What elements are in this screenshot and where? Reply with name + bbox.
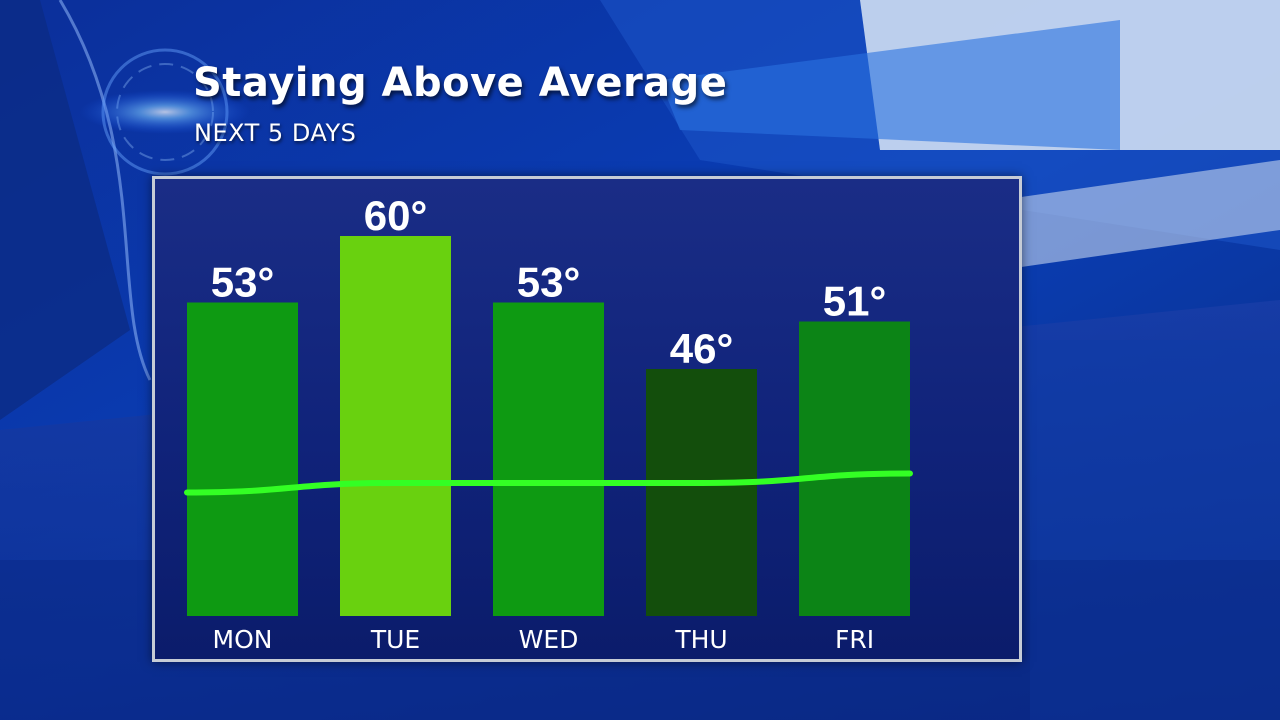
day-label-thu: THU — [674, 625, 727, 654]
chart-panel: 53° MON 60° TUE 53° WED 46° THU 51° FRI — [152, 176, 1022, 662]
bar-thu — [646, 369, 757, 616]
day-label-wed: WED — [519, 625, 579, 654]
value-label-tue: 60° — [364, 192, 428, 239]
page-subtitle: NEXT 5 DAYS — [194, 119, 357, 147]
value-label-fri: 51° — [823, 278, 887, 325]
bar-mon — [187, 302, 298, 616]
day-label-mon: MON — [213, 625, 273, 654]
value-label-mon: 53° — [211, 259, 275, 306]
forecast-bar-chart: 53° MON 60° TUE 53° WED 46° THU 51° FRI — [184, 192, 913, 654]
average-temperature-line — [184, 470, 913, 496]
value-label-wed: 53° — [517, 259, 581, 306]
value-label-thu: 46° — [670, 325, 734, 372]
page-title: Staying Above Average — [193, 60, 728, 106]
day-label-fri: FRI — [835, 625, 874, 654]
bar-fri — [799, 321, 910, 616]
bar-wed — [493, 302, 604, 616]
day-label-tue: TUE — [370, 625, 420, 654]
bar-tue — [340, 236, 451, 616]
